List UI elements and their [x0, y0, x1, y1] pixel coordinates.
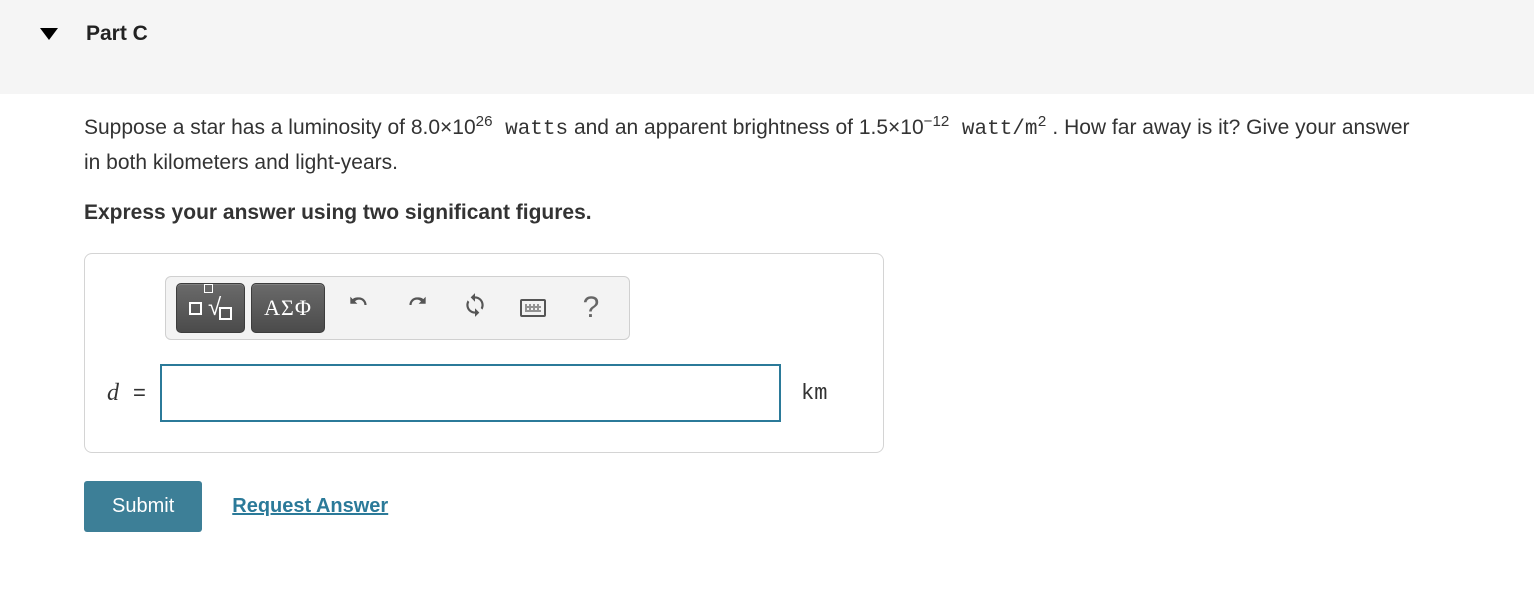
undo-button[interactable] — [331, 283, 387, 333]
answer-panel: √ ΑΣΦ — [84, 253, 884, 453]
keyboard-icon — [520, 299, 546, 317]
answer-row: d = km — [85, 340, 883, 452]
brightness-exponent: −12 — [924, 113, 950, 130]
luminosity-exponent: 26 — [476, 113, 493, 130]
question-fragment: Suppose a star has a luminosity of 8.0×1… — [84, 116, 476, 139]
answer-input[interactable] — [160, 364, 781, 422]
answer-instruction: Express your answer using two significan… — [84, 201, 1420, 225]
keyboard-button[interactable] — [505, 283, 561, 333]
equals-sign: = — [133, 380, 146, 406]
variable-label: d — [107, 380, 119, 407]
redo-icon — [404, 292, 430, 325]
undo-icon — [346, 292, 372, 325]
reset-icon — [462, 292, 488, 325]
luminosity-unit: watts — [492, 118, 568, 141]
unit-label: km — [795, 381, 855, 406]
templates-button[interactable]: √ — [176, 283, 245, 333]
submit-button[interactable]: Submit — [84, 481, 202, 532]
help-icon: ? — [583, 291, 600, 325]
brightness-unit-pre: watt/m — [949, 118, 1037, 141]
brightness-unit-exp: 2 — [1038, 113, 1047, 131]
equation-toolbar: √ ΑΣΦ — [165, 276, 630, 340]
content-area: Suppose a star has a luminosity of 8.0×1… — [0, 94, 1480, 562]
question-fragment: and an apparent brightness of 1.5×10 — [568, 116, 924, 139]
help-button[interactable]: ? — [563, 283, 619, 333]
part-header: Part C — [0, 0, 1534, 94]
request-answer-link[interactable]: Request Answer — [232, 495, 388, 518]
part-title: Part C — [86, 22, 148, 46]
greek-symbols-icon: ΑΣΦ — [264, 295, 312, 321]
question-text: Suppose a star has a luminosity of 8.0×1… — [84, 112, 1420, 179]
redo-button[interactable] — [389, 283, 445, 333]
reset-button[interactable] — [447, 283, 503, 333]
button-row: Submit Request Answer — [84, 481, 1420, 532]
symbols-button[interactable]: ΑΣΦ — [251, 283, 325, 333]
templates-icon: √ — [189, 296, 232, 320]
collapse-caret-icon[interactable] — [40, 28, 58, 40]
